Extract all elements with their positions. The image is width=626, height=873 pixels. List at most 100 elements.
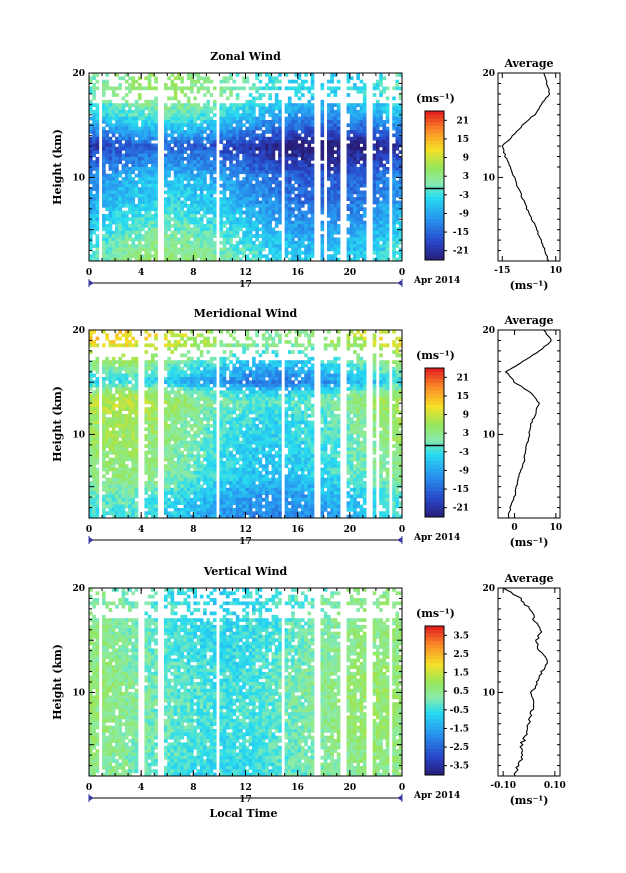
heatmap-cell [235, 250, 240, 255]
heatmap-cell [258, 146, 263, 151]
heatmap-cell [196, 183, 201, 188]
heatmap-cell [102, 150, 106, 154]
heatmap-cell [89, 257, 93, 262]
heatmap-cell [147, 197, 152, 201]
heatmap-cell [274, 247, 279, 252]
heatmap-cell [111, 230, 116, 235]
heatmap-cell [147, 254, 152, 259]
heatmap-cell [362, 227, 367, 232]
heatmap-cell [255, 237, 259, 242]
heatmap-cell [105, 86, 109, 91]
heatmap-cell [252, 197, 256, 201]
colorbar-segment [425, 226, 444, 231]
heatmap-cell [274, 126, 279, 131]
heatmap-cell [190, 190, 194, 195]
heatmap-cell [193, 207, 197, 212]
heatmap-cell [124, 126, 129, 131]
heatmap-cell [154, 106, 158, 111]
heatmap-cell [245, 197, 250, 201]
colorbar-segment [425, 233, 444, 239]
heatmap-cell [330, 237, 334, 242]
heatmap-cell [379, 120, 383, 124]
heatmap-cell [115, 471, 119, 475]
heatmap-cell [255, 116, 259, 121]
heatmap-cell [121, 514, 126, 519]
heatmap-cell [108, 250, 113, 255]
heatmap-cell [261, 214, 266, 218]
heatmap-cell [144, 413, 149, 418]
heatmap-cell [356, 156, 361, 161]
heatmap-cell [105, 73, 109, 77]
heatmap-cell [225, 150, 230, 154]
heatmap-cell [89, 501, 93, 505]
heatmap-cell [95, 420, 100, 425]
heatmap-cell [268, 193, 272, 198]
heatmap-cell [190, 177, 194, 181]
heatmap-cell [147, 187, 152, 191]
heatmap-cell [284, 250, 289, 255]
heatmap-cell [163, 397, 168, 401]
heatmap-cell [167, 343, 171, 348]
heatmap-cell [170, 79, 175, 84]
heatmap-cell [274, 163, 279, 168]
heatmap-cell [265, 187, 269, 191]
heatmap-cell [330, 177, 334, 181]
heatmap-cell [229, 153, 233, 158]
heatmap-cell [209, 187, 214, 191]
heatmap-cell [261, 177, 266, 181]
heatmap-cell [248, 167, 253, 171]
heatmap-cell [128, 360, 132, 364]
heatmap-cell [163, 230, 168, 235]
month-label: Apr 2014 [413, 276, 460, 286]
heatmap-cell [248, 113, 253, 118]
heatmap-cell [294, 177, 299, 181]
heatmap-cell [137, 177, 142, 181]
heatmap-cell [395, 190, 400, 195]
heatmap-cell [89, 504, 93, 509]
heatmap-cell [284, 224, 289, 228]
heatmap-cell [212, 136, 217, 141]
heatmap-cell [300, 103, 305, 107]
heatmap-cell [193, 230, 197, 235]
heatmap-cell [203, 247, 207, 252]
heatmap-cell [349, 237, 354, 242]
heatmap-cell [186, 257, 191, 262]
heatmap-cell [330, 234, 334, 238]
heatmap-cell [92, 180, 96, 185]
heatmap-cell [258, 109, 263, 114]
heatmap-cell [128, 440, 132, 445]
heatmap-cell [102, 86, 106, 91]
heatmap-cell [310, 237, 315, 242]
heatmap-cell [124, 481, 129, 485]
heatmap-cell [92, 89, 96, 94]
heatmap-cell [261, 150, 266, 154]
heatmap-cell [141, 214, 145, 218]
heatmap-cell [398, 237, 403, 242]
heatmap-cell [190, 167, 194, 171]
heatmap-cell [235, 146, 240, 151]
heatmap-cell [163, 440, 168, 445]
heatmap-cell [144, 130, 149, 134]
heatmap-cell [102, 440, 106, 445]
heatmap-cell [154, 514, 158, 519]
heatmap-cell [92, 447, 96, 452]
heatmap-cell [310, 153, 315, 158]
heatmap-cell [385, 167, 390, 171]
heatmap-cell [102, 424, 106, 428]
heatmap-cell [105, 393, 109, 398]
heatmap-cell [225, 254, 230, 259]
heatmap-cell [379, 203, 383, 208]
heatmap-cell [261, 93, 266, 97]
heatmap-cell [89, 247, 93, 252]
heatmap-cell [320, 170, 325, 175]
heatmap-cell [248, 250, 253, 255]
heatmap-cell [333, 167, 338, 171]
heatmap-cell [89, 400, 93, 405]
heatmap-cell [118, 136, 122, 141]
heatmap-cell [111, 210, 116, 215]
heatmap-cell [294, 86, 299, 91]
heatmap-cell [219, 254, 224, 259]
heatmap-cell [173, 113, 178, 118]
heatmap-cell [108, 143, 113, 148]
heatmap-cell [297, 197, 302, 201]
